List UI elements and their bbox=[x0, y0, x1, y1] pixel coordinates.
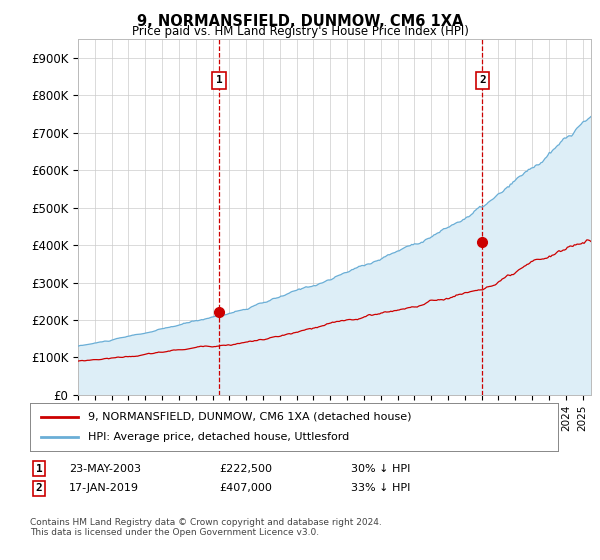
Text: 17-JAN-2019: 17-JAN-2019 bbox=[69, 483, 139, 493]
Text: 9, NORMANSFIELD, DUNMOW, CM6 1XA (detached house): 9, NORMANSFIELD, DUNMOW, CM6 1XA (detach… bbox=[88, 412, 412, 422]
Text: 23-MAY-2003: 23-MAY-2003 bbox=[69, 464, 141, 474]
Text: 9, NORMANSFIELD, DUNMOW, CM6 1XA: 9, NORMANSFIELD, DUNMOW, CM6 1XA bbox=[137, 14, 463, 29]
Text: 1: 1 bbox=[35, 464, 43, 474]
Text: Contains HM Land Registry data © Crown copyright and database right 2024.
This d: Contains HM Land Registry data © Crown c… bbox=[30, 518, 382, 538]
Text: 1: 1 bbox=[215, 76, 223, 85]
Text: 33% ↓ HPI: 33% ↓ HPI bbox=[351, 483, 410, 493]
Text: £407,000: £407,000 bbox=[219, 483, 272, 493]
Text: £222,500: £222,500 bbox=[219, 464, 272, 474]
Text: 2: 2 bbox=[35, 483, 43, 493]
Text: Price paid vs. HM Land Registry's House Price Index (HPI): Price paid vs. HM Land Registry's House … bbox=[131, 25, 469, 38]
Text: 30% ↓ HPI: 30% ↓ HPI bbox=[351, 464, 410, 474]
Text: HPI: Average price, detached house, Uttlesford: HPI: Average price, detached house, Uttl… bbox=[88, 432, 349, 442]
Text: 2: 2 bbox=[479, 76, 486, 85]
